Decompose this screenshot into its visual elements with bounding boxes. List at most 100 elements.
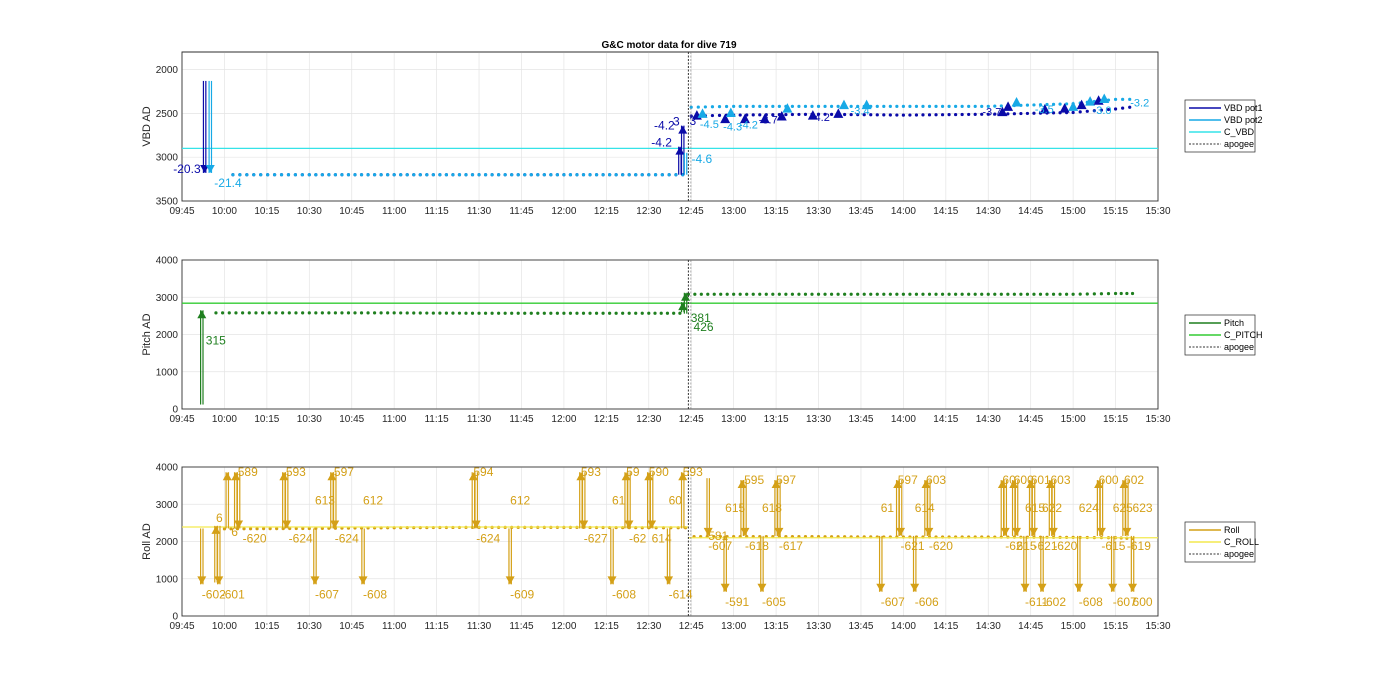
- vbd-move-label: -4.2: [739, 120, 758, 132]
- pitch-data-point: [497, 311, 501, 315]
- vbd-x-tick-label: 15:15: [1103, 206, 1128, 217]
- vbd-move-label: -3.0: [1093, 105, 1112, 117]
- pitch-data-point: [247, 311, 251, 315]
- roll-move-label: 590: [649, 465, 669, 479]
- roll-move-arrowhead: [310, 576, 320, 585]
- roll-move-label: 594: [473, 465, 493, 479]
- roll-move-label: 623: [1133, 501, 1153, 515]
- vbd-data-point: [908, 104, 912, 108]
- pitch-data-point: [634, 311, 638, 315]
- pitch-data-point: [1006, 292, 1010, 296]
- pitch-move-arrowhead: [681, 292, 691, 301]
- vbd-data-point: [307, 173, 311, 177]
- roll-move-arrowhead: [621, 472, 631, 481]
- vbd-data-point: [999, 104, 1003, 108]
- vbd-move-marker: [861, 99, 872, 110]
- roll-move-label: -608: [612, 587, 636, 601]
- roll-data-point: [288, 526, 292, 531]
- roll-move-label: -609: [510, 587, 534, 601]
- roll-move-label: -621: [1034, 539, 1058, 553]
- pitch-data-point: [699, 292, 703, 296]
- vbd-move-marker: [997, 106, 1008, 117]
- vbd-data-point: [1012, 112, 1016, 116]
- pitch-data-point: [1106, 292, 1111, 296]
- pitch-y-tick-label: 2000: [156, 330, 179, 341]
- pitch-data-point: [849, 292, 853, 296]
- vbd-data-point: [738, 113, 742, 117]
- vbd-data-point: [627, 173, 631, 177]
- vbd-data-point: [934, 113, 938, 117]
- pitch-move-label: 426: [694, 320, 714, 334]
- pitch-data-point: [594, 311, 599, 315]
- pitch-x-tick-label: 13:15: [764, 414, 789, 425]
- pitch-data-point: [227, 311, 231, 315]
- vbd-data-point: [353, 173, 357, 177]
- vbd-move-label: -4.3: [723, 122, 742, 134]
- vbd-data-point: [1051, 102, 1056, 106]
- vbd-data-point: [816, 112, 821, 116]
- pitch-data-point: [457, 311, 462, 315]
- roll-move-arrowhead: [893, 480, 903, 489]
- roll-move-label: -607: [1113, 595, 1137, 609]
- vbd-data-point: [477, 173, 481, 177]
- pitch-x-tick-label: 15:30: [1145, 414, 1170, 425]
- roll-y-tick-label: 0: [172, 612, 178, 623]
- roll-move-arrowhead: [774, 527, 784, 536]
- pitch-data-point: [672, 311, 676, 315]
- vbd-y-tick-label: 3500: [156, 197, 179, 208]
- roll-move-arrowhead: [664, 576, 674, 585]
- roll-x-tick-label: 15:00: [1061, 621, 1086, 632]
- vbd-data-point: [314, 173, 318, 177]
- pitch-x-tick-label: 11:00: [382, 414, 407, 425]
- vbd-data-point: [777, 104, 781, 108]
- roll-move-label: -608: [363, 587, 387, 601]
- roll-legend-label: C_ROLL: [1224, 537, 1259, 547]
- roll-data-point: [229, 527, 233, 531]
- vbd-data-point: [921, 104, 925, 108]
- pitch-data-point: [588, 311, 592, 315]
- roll-move-label: 597: [898, 473, 918, 487]
- vbd-data-point: [829, 104, 834, 108]
- pitch-y-tick-label: 0: [172, 405, 178, 416]
- vbd-data-point: [986, 104, 990, 108]
- roll-x-tick-label: 12:15: [594, 621, 619, 632]
- roll-move-label: -619: [1127, 539, 1151, 553]
- vbd-move-label: -3.2: [1130, 97, 1149, 109]
- pitch-legend-label: apogee: [1224, 342, 1254, 352]
- vbd-move-marker: [739, 113, 750, 124]
- pitch-data-point: [882, 292, 886, 296]
- vbd-data-point: [418, 173, 422, 177]
- pitch-data-point: [784, 292, 788, 296]
- vbd-move-arrowhead: [675, 146, 685, 155]
- vbd-x-tick-label: 10:00: [212, 206, 237, 217]
- vbd-data-point: [588, 173, 592, 177]
- vbd-x-tick-label: 14:15: [933, 206, 958, 217]
- pitch-data-point: [523, 311, 527, 315]
- vbd-data-point: [967, 112, 971, 117]
- roll-move-label: 6: [216, 511, 223, 525]
- vbd-data-point: [927, 104, 932, 108]
- vbd-data-point: [710, 105, 715, 109]
- pitch-data-point: [483, 311, 488, 315]
- vbd-data-point: [689, 105, 693, 109]
- roll-move-arrowhead: [1026, 480, 1036, 489]
- pitch-data-point: [274, 311, 278, 315]
- vbd-data-point: [1051, 111, 1056, 115]
- vbd-data-point: [797, 104, 801, 108]
- pitch-data-point: [1071, 292, 1075, 296]
- vbd-data-point: [771, 104, 775, 108]
- pitch-data-point: [418, 311, 422, 315]
- vbd-data-point: [568, 173, 573, 177]
- roll-move-arrowhead: [720, 583, 730, 592]
- vbd-data-point: [710, 113, 715, 118]
- pitch-data-point: [947, 292, 951, 296]
- vbd-y-axis-label: VBD AD: [141, 106, 153, 146]
- pitch-data-point: [725, 292, 729, 296]
- vbd-data-point: [272, 173, 277, 177]
- vbd-data-point: [947, 113, 951, 117]
- pitch-x-tick-label: 11:15: [424, 414, 449, 425]
- pitch-x-tick-label: 12:45: [679, 414, 704, 425]
- vbd-x-tick-label: 10:30: [297, 206, 322, 217]
- pitch-data-point: [665, 311, 670, 315]
- roll-move-label: 589: [238, 465, 258, 479]
